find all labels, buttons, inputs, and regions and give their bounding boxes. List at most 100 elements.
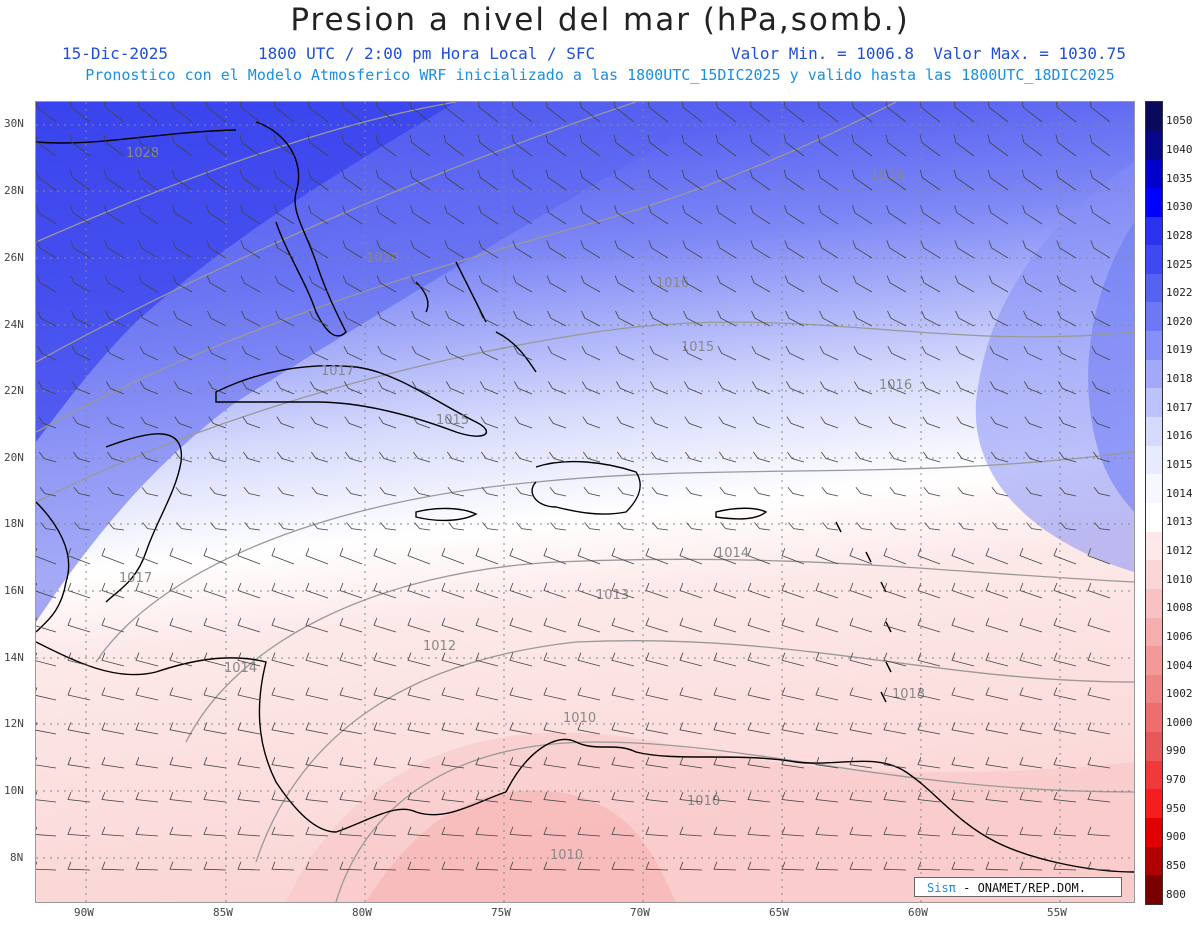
wind-barb — [278, 522, 295, 531]
contour-label: 1015 — [436, 413, 469, 428]
wind-barb — [480, 451, 499, 463]
wind-barb — [67, 757, 91, 769]
wind-barb — [207, 346, 227, 361]
wind-barb — [887, 346, 907, 361]
wind-barb — [713, 548, 737, 565]
wind-barb — [516, 522, 533, 531]
wind-barb — [577, 826, 601, 837]
wind-barb — [509, 548, 533, 565]
wind-barb — [681, 134, 703, 157]
wind-barb — [955, 381, 975, 395]
wind-barb — [1019, 757, 1043, 769]
lat-label: 26N — [4, 251, 24, 264]
wind-barb — [1053, 652, 1077, 667]
wind-barb — [1022, 205, 1043, 225]
lon-label: 70W — [630, 906, 650, 919]
wind-barb — [786, 451, 805, 463]
wind-barb — [1087, 826, 1111, 837]
wind-barb — [478, 275, 499, 293]
wind-barb — [509, 687, 533, 701]
wind-barb — [305, 582, 329, 599]
wind-barb — [135, 652, 159, 667]
wind-barb — [441, 722, 465, 735]
wind-barb — [783, 134, 805, 157]
legend-label: 1050 — [1166, 114, 1193, 128]
wind-barb — [242, 416, 261, 429]
wind-barb — [546, 240, 567, 259]
wind-barb — [781, 548, 805, 565]
wind-barb — [205, 169, 227, 191]
wind-barb — [514, 416, 533, 429]
wind-barb — [171, 134, 193, 157]
legend-swatch — [1146, 703, 1162, 733]
wind-barb — [1055, 169, 1077, 191]
wind-barb — [101, 582, 125, 599]
wind-barb — [577, 548, 601, 565]
wind-barb — [308, 240, 329, 259]
wind-barb — [815, 722, 839, 735]
wind-barb — [785, 346, 805, 361]
legend-label: 1020 — [1166, 314, 1193, 328]
model-info-line: Pronostico con el Modelo Atmosferico WRF… — [85, 66, 1115, 84]
wind-barb — [509, 652, 533, 667]
wind-barb — [237, 757, 261, 769]
date-label: 15-Dic-2025 — [62, 44, 168, 63]
wind-barb — [577, 687, 601, 701]
wind-barb — [341, 134, 363, 157]
wind-barb — [237, 548, 261, 565]
contour-label: 1013 — [892, 687, 925, 702]
wind-barb — [377, 310, 397, 327]
wind-barb — [205, 102, 227, 123]
legend-label: 1025 — [1166, 257, 1193, 271]
wind-barb — [172, 240, 193, 259]
wind-barb — [205, 134, 227, 157]
wind-barb — [613, 134, 635, 157]
wind-barb — [275, 381, 295, 395]
wind-barb — [36, 169, 57, 191]
wind-barb — [713, 617, 737, 633]
wind-barb — [509, 861, 533, 871]
wind-barb — [339, 722, 363, 735]
wind-barb — [444, 240, 465, 259]
wind-barb — [379, 487, 397, 497]
wind-barb — [107, 487, 125, 497]
wind-barb — [713, 791, 737, 803]
wind-barb — [509, 826, 533, 837]
wind-barb — [1019, 826, 1043, 837]
wind-barb — [1024, 451, 1043, 463]
wind-barb — [611, 617, 635, 633]
wind-barb — [276, 416, 295, 429]
legend-swatch — [1146, 359, 1162, 389]
wind-barb — [819, 310, 839, 327]
legend-label: 970 — [1166, 773, 1186, 787]
wind-barb — [817, 102, 839, 123]
wind-barb — [543, 548, 567, 565]
wind-barb — [411, 310, 431, 327]
wind-barb — [271, 722, 295, 735]
wind-barb — [647, 134, 669, 157]
wind-barb — [176, 522, 193, 531]
wind-barb — [985, 687, 1009, 701]
wind-barb — [441, 861, 465, 871]
wind-barb — [543, 791, 567, 803]
wind-barb — [203, 791, 227, 803]
wind-barb — [169, 826, 193, 837]
wind-barb — [990, 416, 1009, 429]
legend-label: 1017 — [1166, 400, 1193, 414]
wind-barb — [577, 617, 601, 633]
wind-barb — [919, 134, 941, 157]
wind-barb — [207, 381, 227, 395]
wind-barb — [1091, 346, 1111, 361]
wind-barb — [883, 722, 907, 735]
wind-barb — [919, 102, 941, 123]
wind-barb — [645, 687, 669, 701]
wind-barb — [851, 102, 873, 123]
legend-label: 1010 — [1166, 572, 1193, 586]
wind-barb — [917, 548, 941, 565]
wind-barb — [849, 826, 873, 837]
wind-barb — [783, 102, 805, 123]
wind-barb — [36, 757, 57, 769]
wind-barb — [101, 617, 125, 633]
wind-barb — [681, 169, 703, 191]
wind-barb — [1053, 548, 1077, 565]
